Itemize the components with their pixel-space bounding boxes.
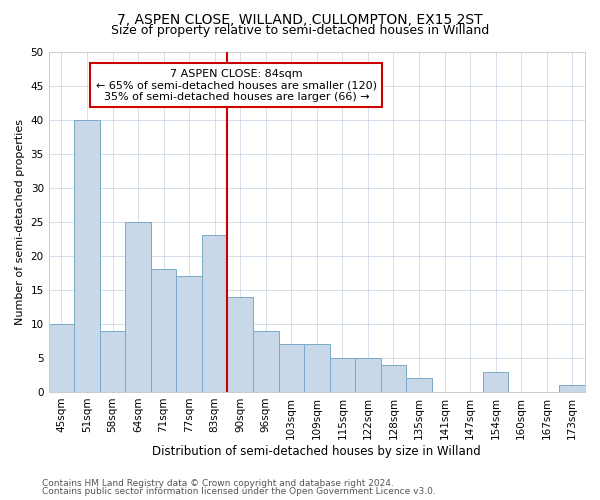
Bar xyxy=(151,270,176,392)
Bar xyxy=(380,364,406,392)
Bar xyxy=(202,236,227,392)
Bar xyxy=(483,372,508,392)
Bar xyxy=(253,330,278,392)
Bar xyxy=(278,344,304,392)
Bar xyxy=(406,378,432,392)
Bar xyxy=(559,385,585,392)
Bar xyxy=(74,120,100,392)
Text: Size of property relative to semi-detached houses in Willand: Size of property relative to semi-detach… xyxy=(111,24,489,37)
Bar xyxy=(125,222,151,392)
Bar xyxy=(304,344,329,392)
X-axis label: Distribution of semi-detached houses by size in Willand: Distribution of semi-detached houses by … xyxy=(152,444,481,458)
Bar xyxy=(329,358,355,392)
Y-axis label: Number of semi-detached properties: Number of semi-detached properties xyxy=(15,118,25,324)
Text: 7 ASPEN CLOSE: 84sqm
← 65% of semi-detached houses are smaller (120)
35% of semi: 7 ASPEN CLOSE: 84sqm ← 65% of semi-detac… xyxy=(96,68,377,102)
Bar xyxy=(227,296,253,392)
Bar xyxy=(100,330,125,392)
Text: Contains public sector information licensed under the Open Government Licence v3: Contains public sector information licen… xyxy=(42,487,436,496)
Text: Contains HM Land Registry data © Crown copyright and database right 2024.: Contains HM Land Registry data © Crown c… xyxy=(42,478,394,488)
Bar xyxy=(355,358,380,392)
Text: 7, ASPEN CLOSE, WILLAND, CULLOMPTON, EX15 2ST: 7, ASPEN CLOSE, WILLAND, CULLOMPTON, EX1… xyxy=(117,12,483,26)
Bar xyxy=(176,276,202,392)
Bar xyxy=(49,324,74,392)
